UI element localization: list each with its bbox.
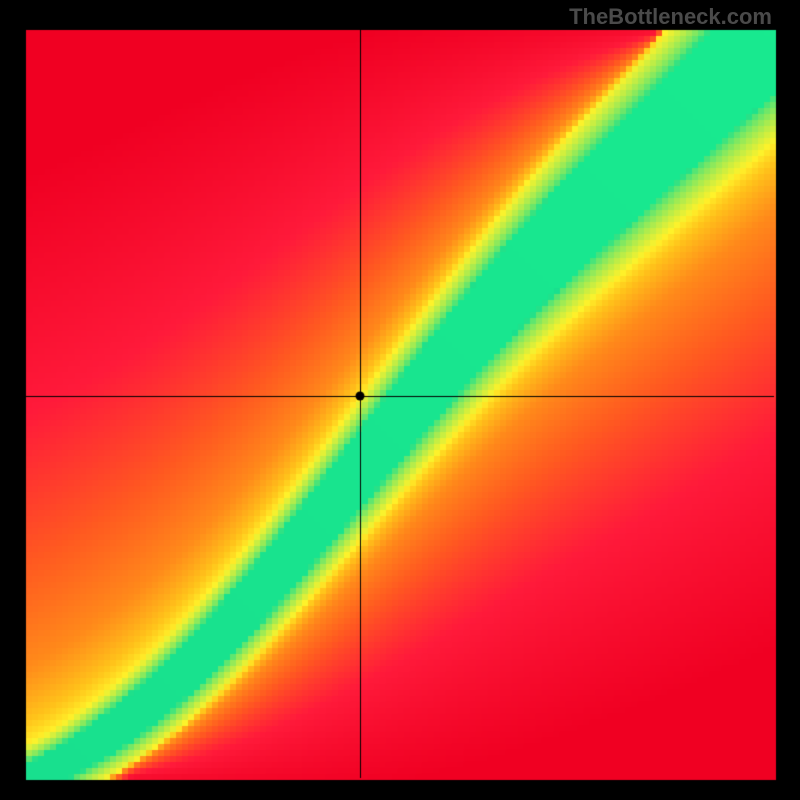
chart-container: TheBottleneck.com	[0, 0, 800, 800]
heatmap-canvas	[0, 0, 800, 800]
watermark-text: TheBottleneck.com	[569, 4, 772, 30]
